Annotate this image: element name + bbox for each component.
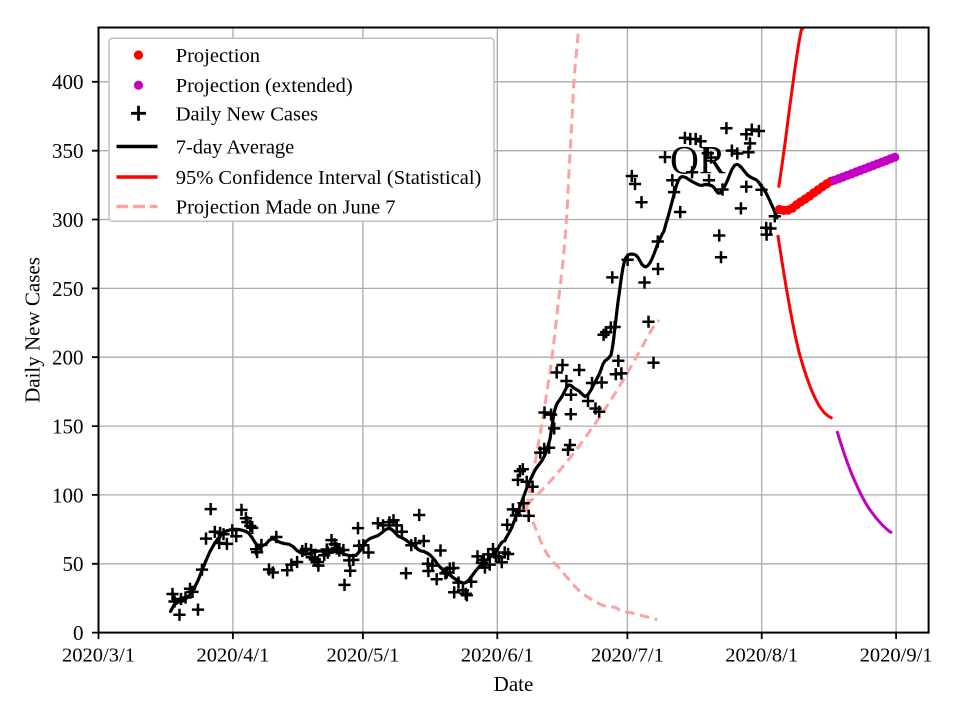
svg-text:Date: Date	[494, 672, 534, 696]
svg-text:250: 250	[52, 277, 84, 301]
svg-text:Projection: Projection	[176, 45, 260, 67]
svg-text:95% Confidence Interval (Stati: 95% Confidence Interval (Statistical)	[176, 167, 482, 189]
svg-text:150: 150	[52, 414, 84, 438]
svg-text:2020/9/1: 2020/9/1	[860, 644, 933, 666]
svg-text:Projection Made on June 7: Projection Made on June 7	[176, 197, 396, 219]
svg-text:200: 200	[52, 346, 84, 370]
svg-text:2020/7/1: 2020/7/1	[591, 644, 664, 666]
svg-text:2020/4/1: 2020/4/1	[196, 644, 269, 666]
svg-text:2020/8/1: 2020/8/1	[725, 644, 798, 666]
svg-text:2020/6/1: 2020/6/1	[461, 644, 534, 666]
svg-text:Daily New Cases: Daily New Cases	[176, 103, 318, 125]
svg-text:Daily New Cases: Daily New Cases	[21, 257, 45, 403]
svg-text:2020/3/1: 2020/3/1	[62, 644, 135, 666]
svg-text:2020/5/1: 2020/5/1	[326, 644, 399, 666]
svg-text:7-day Average: 7-day Average	[176, 137, 295, 159]
svg-text:400: 400	[52, 70, 84, 94]
svg-text:0: 0	[73, 621, 84, 645]
svg-text:300: 300	[52, 208, 84, 232]
svg-text:50: 50	[63, 552, 84, 576]
svg-text:Projection (extended): Projection (extended)	[176, 75, 353, 97]
svg-text:350: 350	[52, 139, 84, 163]
svg-text:OR: OR	[670, 138, 726, 183]
svg-text:100: 100	[52, 483, 84, 507]
